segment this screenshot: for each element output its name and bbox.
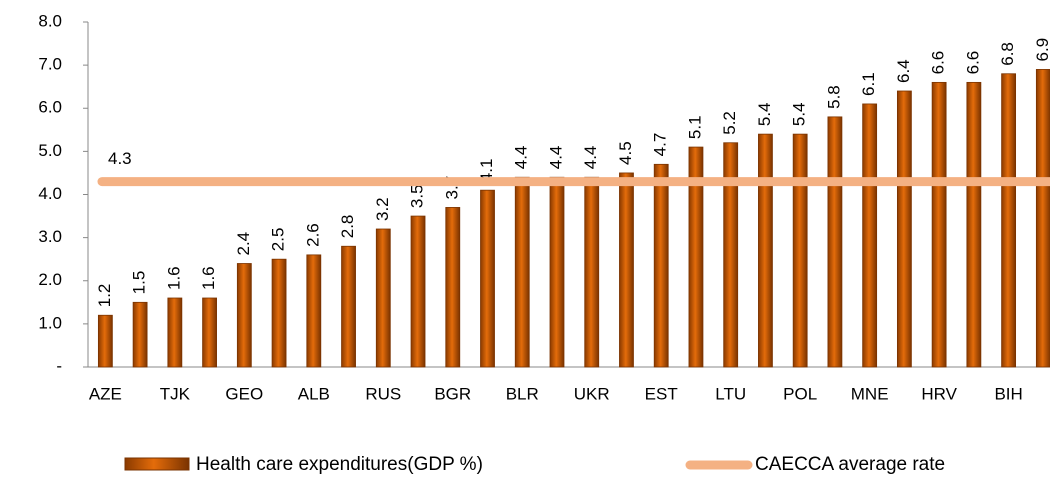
y-tick-label: 1.0 xyxy=(38,313,62,332)
x-tick-label: UKR xyxy=(574,384,610,403)
bar xyxy=(1001,73,1017,368)
bar xyxy=(97,314,113,368)
data-label: 1.5 xyxy=(130,271,149,295)
bar xyxy=(896,90,912,368)
data-label: 6.9 xyxy=(1033,38,1050,62)
bar xyxy=(341,245,356,368)
y-tick-label: 4.0 xyxy=(38,184,62,203)
bar xyxy=(306,254,322,368)
x-tick-label: EST xyxy=(645,384,678,403)
x-tick-label: HRV xyxy=(921,384,957,403)
bar xyxy=(792,133,808,368)
bar xyxy=(723,142,739,368)
y-tick-label: 8.0 xyxy=(38,11,62,30)
x-tick-label: BLR xyxy=(506,384,539,403)
bar xyxy=(758,133,773,368)
y-tick-label: - xyxy=(56,356,62,375)
data-label: 2.5 xyxy=(269,228,288,252)
data-label: 4.4 xyxy=(546,146,565,170)
bar xyxy=(619,172,634,368)
bar xyxy=(480,189,495,368)
data-label: 6.1 xyxy=(859,72,878,96)
x-tick-label: LTU xyxy=(715,384,746,403)
bar xyxy=(584,176,600,368)
data-label: 1.6 xyxy=(164,266,183,290)
x-tick-label: ALB xyxy=(298,384,330,403)
data-label: 4.4 xyxy=(512,146,531,170)
x-tick-label: AZE xyxy=(89,384,122,403)
data-label: 2.6 xyxy=(303,223,322,247)
bar xyxy=(931,81,947,368)
bar xyxy=(410,215,426,368)
data-label: 3.2 xyxy=(373,197,392,221)
y-tick-label: 2.0 xyxy=(38,270,62,289)
legend-swatch xyxy=(124,457,190,471)
bar xyxy=(271,258,287,368)
data-label: 5.1 xyxy=(685,115,704,139)
bar xyxy=(167,297,183,368)
average-label: 4.3 xyxy=(108,149,132,168)
y-tick-label: 6.0 xyxy=(38,98,62,117)
data-label: 4.1 xyxy=(477,159,496,183)
bar xyxy=(202,297,217,368)
bar xyxy=(514,176,530,368)
x-tick-label: GEO xyxy=(225,384,263,403)
data-label: 3.5 xyxy=(408,184,427,208)
bar xyxy=(132,301,148,368)
bar xyxy=(966,81,982,368)
data-label: 4.5 xyxy=(616,141,635,165)
x-tick-label: POL xyxy=(783,384,817,403)
plot-area: - 1.0 2.0 3.0 4.0 5.0 6.0 7.0 8.0 1.2 AZE 1.5 1.6 TJK… xyxy=(38,11,1050,403)
x-tick-label: MNE xyxy=(851,384,889,403)
data-label: 5.2 xyxy=(720,111,739,135)
data-label: 4.7 xyxy=(651,133,670,157)
data-label: 1.6 xyxy=(199,266,218,290)
data-label: 2.8 xyxy=(338,215,357,239)
legend-label: CAECCA average rate xyxy=(755,454,945,475)
x-tick-label: BGR xyxy=(434,384,471,403)
legend-label: Health care expenditures(GDP %) xyxy=(196,454,483,475)
x-tick-label: TJK xyxy=(160,384,191,403)
bar xyxy=(653,163,669,368)
bar xyxy=(688,146,704,368)
bar xyxy=(549,176,565,368)
x-tick-label: BIH xyxy=(994,384,1022,403)
y-tick-label: 7.0 xyxy=(38,55,62,74)
x-tick-label: RUS xyxy=(365,384,401,403)
data-label: 2.4 xyxy=(234,232,253,256)
data-label: 6.8 xyxy=(998,42,1017,66)
data-label: 5.8 xyxy=(824,85,843,109)
data-label: 5.4 xyxy=(755,102,774,126)
y-tick-label: 3.0 xyxy=(38,227,62,246)
bar xyxy=(862,103,878,368)
bar xyxy=(1035,69,1050,368)
data-label: 6.6 xyxy=(963,51,982,75)
data-label: 6.4 xyxy=(894,59,913,83)
data-label: 6.6 xyxy=(929,51,948,75)
data-label: 5.4 xyxy=(790,102,809,126)
bar xyxy=(236,263,252,368)
y-tick-label: 5.0 xyxy=(38,141,62,160)
bar xyxy=(445,207,461,368)
data-label: 4.4 xyxy=(581,146,600,170)
bar xyxy=(375,228,391,368)
data-label: 1.2 xyxy=(95,284,114,308)
bar xyxy=(827,116,843,368)
